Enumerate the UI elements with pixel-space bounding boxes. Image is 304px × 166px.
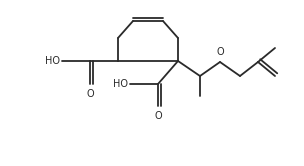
- Text: O: O: [86, 89, 94, 99]
- Text: O: O: [154, 111, 162, 121]
- Text: O: O: [216, 47, 224, 57]
- Text: HO: HO: [45, 56, 60, 66]
- Text: HO: HO: [113, 79, 128, 89]
